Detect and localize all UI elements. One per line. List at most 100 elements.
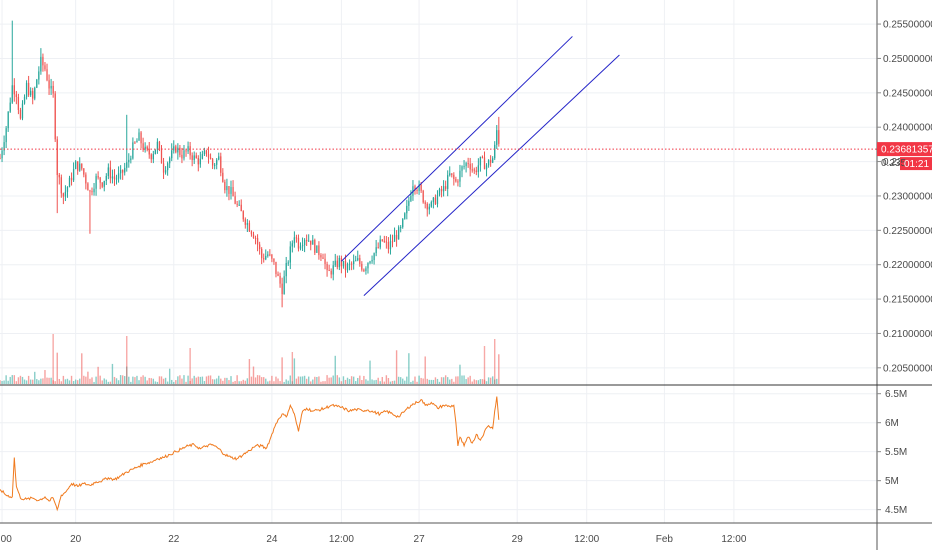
volume-bar [179, 375, 181, 384]
volume-bar [271, 375, 273, 384]
volume-bar [101, 380, 103, 384]
volume-bar [111, 363, 114, 384]
candle-body [89, 190, 91, 192]
price-marker-layer[interactable]: 0.23681357 0.235 01:21 [877, 142, 932, 171]
volume-bar [299, 376, 302, 384]
candle-body [322, 257, 324, 259]
volume-bar [453, 381, 455, 384]
candle-body [50, 85, 52, 89]
volume-bar [312, 379, 314, 384]
volume-bar [230, 376, 232, 384]
volume-bar [136, 375, 138, 384]
candle-body [279, 275, 281, 284]
candle-body [66, 187, 69, 192]
candle-body [93, 188, 95, 193]
candle-body [445, 186, 447, 189]
volume-bar [232, 381, 234, 384]
candle-body [455, 179, 457, 182]
volume-bar [465, 379, 467, 384]
candle-body [438, 189, 441, 196]
candle-body [11, 85, 13, 103]
volume-bar [467, 377, 469, 384]
candle-body [207, 154, 210, 158]
candle-body [148, 148, 150, 155]
candle-body [453, 174, 455, 180]
candle-body [5, 128, 7, 143]
volume-bar [260, 377, 263, 384]
candle-body [52, 85, 54, 94]
volume-bar [215, 378, 218, 384]
candle-body [252, 234, 255, 239]
candle-body [367, 263, 369, 269]
candle-body [451, 173, 453, 175]
volume-bar [252, 366, 255, 384]
volume-bar [285, 379, 287, 384]
candle-body [234, 196, 236, 204]
candle-body [414, 186, 416, 190]
x-tick-label: 12:00 [721, 534, 746, 545]
volume-bar [371, 379, 373, 384]
candle-body [185, 150, 187, 152]
volume-bar [355, 381, 357, 384]
candle-body [332, 265, 334, 275]
volume-bar [17, 377, 20, 384]
y-tick-label: 0.20500000 [883, 363, 932, 374]
volume-bar [207, 375, 210, 384]
volume-bar [103, 378, 105, 384]
candle-body [27, 82, 30, 96]
volume-bar [297, 376, 300, 384]
candle-body [318, 245, 320, 256]
candle-body [410, 195, 412, 201]
candle-body [350, 263, 353, 265]
candle-body [375, 247, 377, 254]
candle-body [305, 239, 308, 242]
candle-body [481, 156, 484, 158]
candle-body [173, 146, 175, 151]
y-tick-label: 0.23000000 [883, 191, 932, 202]
candle-body [379, 239, 381, 248]
volume-bar [442, 377, 445, 384]
volume-bar [36, 379, 38, 384]
volume-bar [89, 378, 91, 384]
candle-body [422, 190, 424, 203]
candle-body [15, 94, 18, 97]
volume-bar [365, 379, 367, 384]
candle-body [134, 142, 136, 144]
candle-body [42, 56, 44, 66]
candle-body [489, 159, 492, 163]
candle-body [330, 270, 332, 275]
volume-bar [463, 375, 465, 384]
candle-body [426, 203, 428, 210]
candle-body [40, 56, 42, 72]
volume-bar [267, 381, 269, 384]
volume-bar [209, 375, 212, 384]
indicator-layer [0, 396, 500, 512]
candle-body [152, 153, 154, 160]
volume-bar [211, 379, 214, 384]
candle-body [287, 262, 289, 264]
candle-body [74, 161, 77, 169]
candle-body [342, 260, 345, 267]
candle-body [395, 234, 398, 240]
candle-body [183, 150, 185, 159]
volume-bar [195, 377, 197, 384]
candle-body [166, 163, 169, 171]
volume-bar [426, 378, 428, 384]
candle-body [254, 238, 257, 240]
volume-bar [158, 376, 161, 384]
x-tick-label: 27 [414, 534, 426, 545]
volume-bar [130, 381, 132, 384]
candle-body [346, 264, 349, 271]
volume-bar [444, 375, 447, 384]
indicator-line [0, 396, 500, 512]
candle-body [338, 257, 341, 268]
candle-body [203, 150, 206, 155]
volume-bar [332, 375, 334, 384]
volume-bar [438, 381, 441, 384]
trend-layer [0, 36, 877, 296]
volume-bar [471, 381, 473, 384]
volume-bar [491, 376, 494, 384]
candle-body [432, 197, 435, 203]
candle-body [303, 239, 306, 245]
volume-bar [483, 346, 486, 384]
